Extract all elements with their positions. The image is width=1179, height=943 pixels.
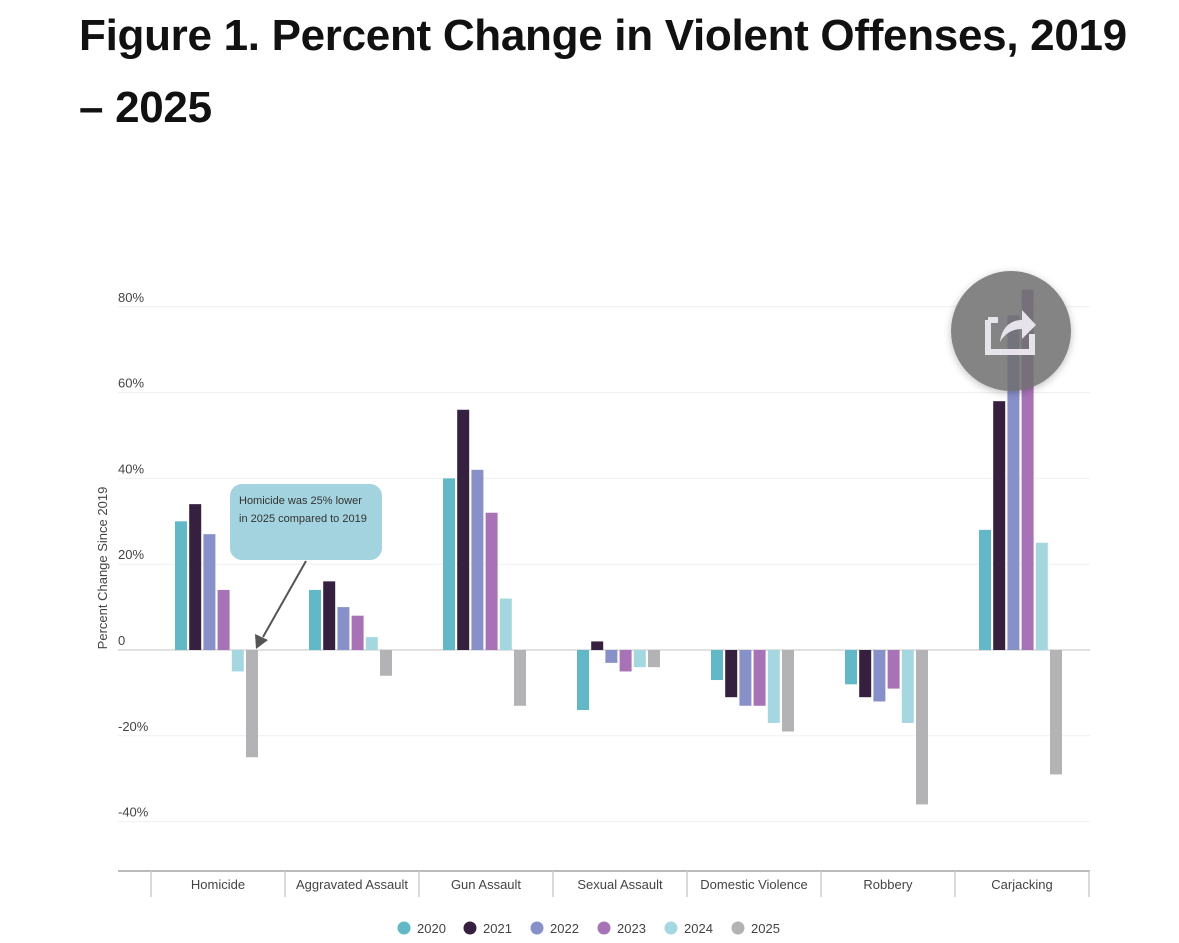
bar-2021-sexual-assault[interactable] [591,641,604,650]
y-axis-label: Percent Change Since 2019 [95,487,110,650]
legend-label: 2025 [751,921,780,936]
bar-2020-sexual-assault[interactable] [577,650,589,711]
bar-2020-gun-assault[interactable] [443,478,455,650]
bar-2025-aggravated-assault[interactable] [380,650,392,676]
legend-label: 2024 [684,921,713,936]
bar-2022-domestic-violence[interactable] [739,650,752,706]
bar-2022-aggravated-assault[interactable] [337,607,350,650]
bar-2020-domestic-violence[interactable] [711,650,723,681]
x-axis: Homicide Aggravated Assault Gun Assault Sex… [118,870,1090,897]
y-tick-label: -20% [118,719,149,734]
share-button[interactable] [951,271,1071,391]
legend-swatch [731,921,745,935]
bar-2025-robbery[interactable] [916,650,928,805]
x-tick-label: Gun Assault [451,877,521,892]
bar-2024-gun-assault[interactable] [499,598,512,650]
x-tick-label: Sexual Assault [577,877,663,892]
bar-2024-aggravated-assault[interactable] [365,637,378,650]
bar-2024-robbery[interactable] [901,650,914,723]
bar-2025-homicide[interactable] [246,650,258,758]
bar-2021-gun-assault[interactable] [457,409,470,650]
bar-2023-robbery[interactable] [887,650,900,689]
bar-2021-carjacking[interactable] [993,401,1006,650]
bar-2022-sexual-assault[interactable] [605,650,618,663]
bar-2024-carjacking[interactable] [1035,542,1048,650]
legend-swatch [597,921,611,935]
legend-item-2023[interactable]: 2023 [597,921,646,936]
y-tick-label: 0 [118,633,125,648]
legend-item-2021[interactable]: 2021 [463,921,512,936]
legend-item-2024[interactable]: 2024 [664,921,713,936]
bar-2023-homicide[interactable] [217,589,230,650]
bar-2025-carjacking[interactable] [1050,650,1062,775]
bar-2020-carjacking[interactable] [979,529,991,650]
legend-item-2020[interactable]: 2020 [397,921,446,936]
y-tick-label: 20% [118,547,144,562]
legend-label: 2021 [483,921,512,936]
bar-2025-domestic-violence[interactable] [782,650,794,732]
bar-2025-sexual-assault[interactable] [648,650,660,668]
bar-2024-sexual-assault[interactable] [633,650,646,668]
bar-2020-robbery[interactable] [845,650,857,685]
bar-2020-aggravated-assault[interactable] [309,589,321,650]
legend: 2020 2021 2022 2023 2024 2025 [397,921,780,936]
y-tick-label: 40% [118,461,144,476]
x-tick-label: Domestic Violence [700,877,807,892]
annotation-callout: Homicide was 25% lower in 2025 compared … [230,484,382,560]
bar-2022-gun-assault[interactable] [471,469,484,650]
bar-2022-robbery[interactable] [873,650,886,702]
legend-swatch [530,921,544,935]
y-axis-ticks: -40% -20% 0 20% 40% 60% 80% [118,290,149,820]
annotation-arrow [255,560,307,649]
bar-2023-sexual-assault[interactable] [619,650,632,672]
bar-2023-domestic-violence[interactable] [753,650,766,706]
y-tick-label: -40% [118,805,149,820]
x-tick-label: Robbery [863,877,913,892]
bar-2024-domestic-violence[interactable] [767,650,780,723]
legend-swatch [463,921,477,935]
x-tick-label: Homicide [191,877,245,892]
bar-2020-homicide[interactable] [175,521,187,650]
legend-item-2025[interactable]: 2025 [731,921,780,936]
legend-label: 2023 [617,921,646,936]
legend-swatch [664,921,678,935]
bars [175,289,1062,805]
x-tick-label: Aggravated Assault [296,877,408,892]
bar-2025-gun-assault[interactable] [514,650,526,706]
share-icon [985,310,1036,355]
bar-2022-carjacking[interactable] [1007,315,1020,650]
bar-2021-aggravated-assault[interactable] [323,581,336,650]
legend-label: 2022 [550,921,579,936]
bar-2023-gun-assault[interactable] [485,512,498,650]
y-tick-label: 60% [118,376,144,391]
bar-2021-domestic-violence[interactable] [725,650,738,698]
bar-2022-homicide[interactable] [203,534,216,650]
x-tick-label: Carjacking [991,877,1052,892]
gridlines [118,306,1090,823]
bar-2021-homicide[interactable] [189,504,202,650]
bar-2024-homicide[interactable] [231,650,244,672]
y-tick-label: 80% [118,290,144,305]
legend-swatch [397,921,411,935]
bar-2021-robbery[interactable] [859,650,872,698]
bar-2023-aggravated-assault[interactable] [351,615,364,650]
legend-item-2022[interactable]: 2022 [530,921,579,936]
chart-title: Figure 1. Percent Change in Violent Offe… [79,11,1127,132]
legend-label: 2020 [417,921,446,936]
